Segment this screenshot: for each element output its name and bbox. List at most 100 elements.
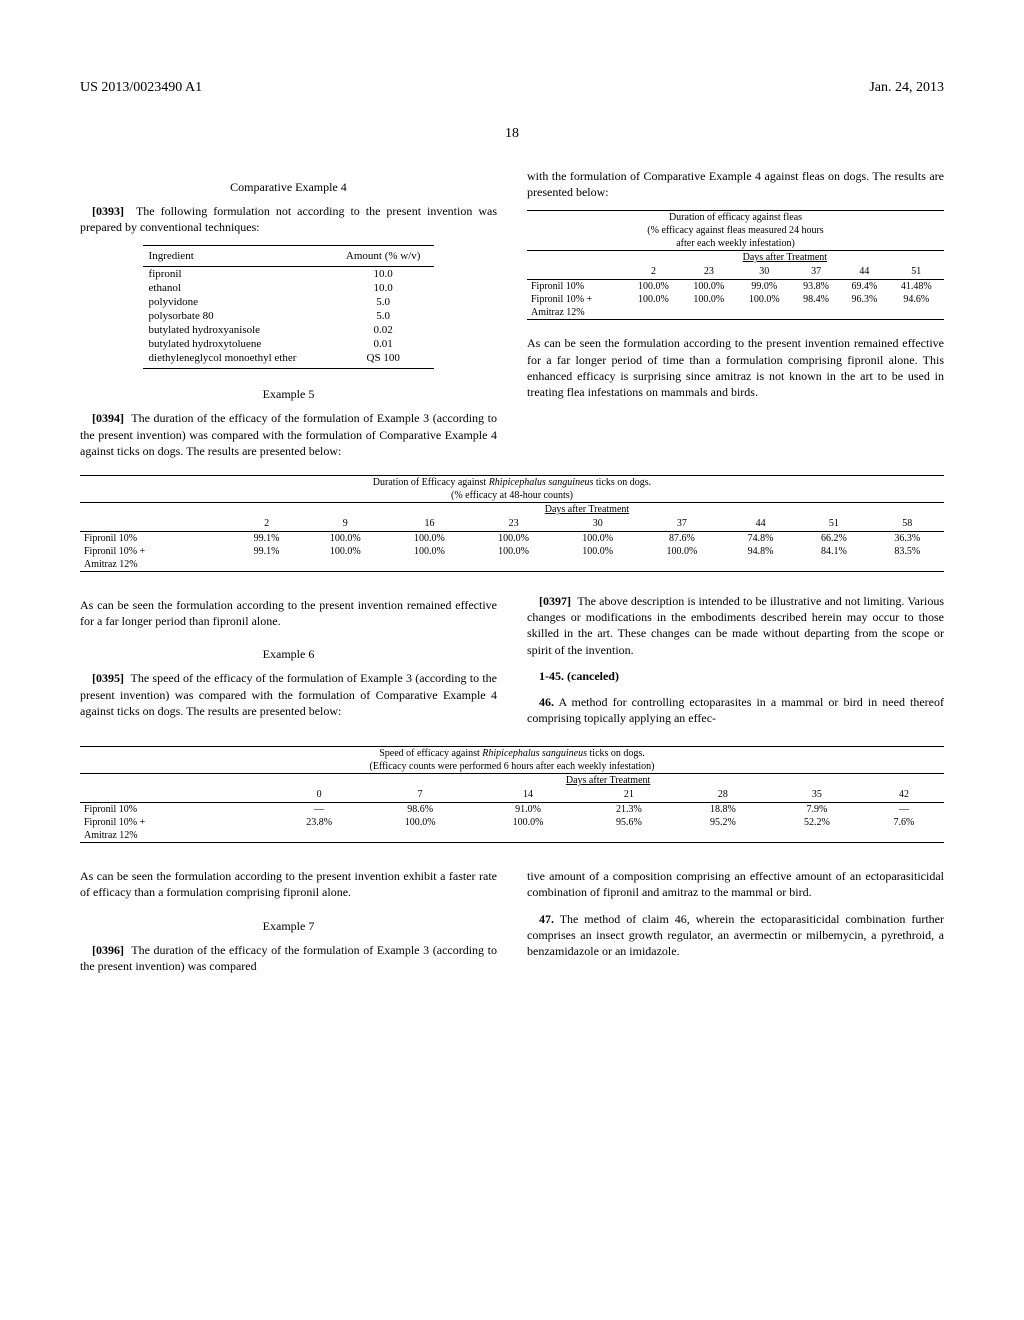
day-col-header: 42 — [864, 787, 944, 803]
days-header: Days after Treatment — [230, 502, 944, 516]
day-col-header: 23 — [681, 264, 736, 280]
para-0394: [0394] The duration of the efficacy of t… — [80, 410, 497, 459]
table7-note: As can be seen the formulation according… — [527, 335, 944, 400]
claims-canceled: 1-45. (canceled) — [527, 668, 944, 684]
para-num: [0394] — [92, 411, 124, 425]
para-num: [0396] — [92, 943, 124, 957]
table-title: Duration of efficacy against fleas — [527, 211, 944, 225]
value-cell: 100.0% — [387, 531, 471, 545]
table-title: Duration of Efficacy against Rhipicephal… — [80, 475, 944, 489]
table-row: ethanol10.0 — [143, 281, 435, 295]
value-cell: 66.2% — [797, 531, 870, 545]
table-row: butylated hydroxyanisole0.02 — [143, 323, 435, 337]
para-0396: [0396] The duration of the efficacy of t… — [80, 942, 497, 974]
ingredient-cell: fipronil — [143, 267, 332, 282]
formulation-table: Ingredient Amount (% w/v) fipronil10.0et… — [143, 245, 435, 369]
table-row: diethyleneglycol monoethyl etherQS 100 — [143, 351, 435, 369]
table7-fleas: Duration of efficacy against fleas (% ef… — [527, 210, 944, 320]
para-text: The duration of the efficacy of the form… — [80, 943, 497, 973]
ex5-heading: Example 5 — [80, 387, 497, 402]
table-row: Fipronil 10%100.0%100.0%99.0%93.8%69.4%4… — [527, 280, 944, 294]
row-label: Amitraz 12% — [527, 306, 626, 320]
amount-cell: 10.0 — [332, 281, 435, 295]
amount-cell: 10.0 — [332, 267, 435, 282]
value-cell: 100.0% — [303, 531, 387, 545]
row-label: Fipronil 10% — [80, 803, 272, 817]
table-subtitle: (Efficacy counts were performed 6 hours … — [80, 760, 944, 774]
row-label: Amitraz 12% — [80, 829, 272, 843]
value-cell: 99.0% — [737, 280, 792, 294]
value-cell: — — [864, 803, 944, 817]
value-cell: 87.6% — [640, 531, 724, 545]
amount-cell: 5.0 — [332, 309, 435, 323]
day-col-header: 23 — [472, 516, 556, 532]
row-label: Fipronil 10% + — [80, 816, 272, 829]
value-cell: 100.0% — [681, 293, 736, 306]
table-row: Fipronil 10%—98.6%91.0%21.3%18.8%7.9%— — [80, 803, 944, 817]
value-cell: — — [272, 803, 366, 817]
ingredient-cell: ethanol — [143, 281, 332, 295]
ingredient-cell: polysorbate 80 — [143, 309, 332, 323]
table-title: Speed of efficacy against Rhipicephalus … — [80, 747, 944, 761]
value-cell: 100.0% — [472, 545, 556, 558]
day-col-header: 51 — [797, 516, 870, 532]
para-num: [0393] — [92, 204, 124, 218]
table-row: Amitraz 12% — [80, 829, 944, 843]
row-label: Fipronil 10% + — [80, 545, 230, 558]
table-row: polysorbate 805.0 — [143, 309, 435, 323]
row-label: Fipronil 10% + — [527, 293, 626, 306]
doc-date: Jan. 24, 2013 — [869, 80, 944, 96]
para-0397: [0397] The above description is intended… — [527, 593, 944, 658]
para-0395: [0395] The speed of the efficacy of the … — [80, 670, 497, 719]
value-cell: 91.0% — [474, 803, 582, 817]
value-cell: 83.5% — [871, 545, 944, 558]
day-col-header: 7 — [366, 787, 474, 803]
row-label: Fipronil 10% — [527, 280, 626, 294]
table6-note: As can be seen the formulation according… — [80, 868, 497, 900]
value-cell: 100.0% — [387, 545, 471, 558]
value-cell: 94.8% — [724, 545, 797, 558]
value-cell: 100.0% — [303, 545, 387, 558]
value-cell: 100.0% — [681, 280, 736, 294]
day-col-header: 37 — [792, 264, 840, 280]
comp-ex4-heading: Comparative Example 4 — [80, 180, 497, 195]
day-col-header: 58 — [871, 516, 944, 532]
claim-47: 47. The method of claim 46, wherein the … — [527, 911, 944, 960]
value-cell: 74.8% — [724, 531, 797, 545]
table5-note: As can be seen the formulation according… — [80, 597, 497, 629]
value-cell: 100.0% — [472, 531, 556, 545]
value-cell: 100.0% — [640, 545, 724, 558]
table-row: fipronil10.0 — [143, 267, 435, 282]
claim-46: 46. A method for controlling ectoparasit… — [527, 694, 944, 726]
para-num: [0395] — [92, 671, 124, 685]
day-col-header: 44 — [724, 516, 797, 532]
table-row: Fipronil 10% +23.8%100.0%100.0%95.6%95.2… — [80, 816, 944, 829]
table-row: Fipronil 10% +100.0%100.0%100.0%98.4%96.… — [527, 293, 944, 306]
value-cell: 100.0% — [737, 293, 792, 306]
ingredient-cell: polyvidone — [143, 295, 332, 309]
value-cell: 99.1% — [230, 545, 303, 558]
table-row: Fipronil 10%99.1%100.0%100.0%100.0%100.0… — [80, 531, 944, 545]
day-col-header: 44 — [840, 264, 888, 280]
para-text: The duration of the efficacy of the form… — [80, 411, 497, 457]
para-text: The following formulation not according … — [80, 204, 497, 234]
claim-46-cont: tive amount of a composition comprising … — [527, 868, 944, 900]
day-col-header: 21 — [582, 787, 676, 803]
days-header: Days after Treatment — [272, 774, 944, 788]
day-col-header: 2 — [626, 264, 681, 280]
table5-ticks-duration: Duration of Efficacy against Rhipicephal… — [80, 475, 944, 572]
day-col-header: 14 — [474, 787, 582, 803]
day-col-header: 30 — [556, 516, 640, 532]
table-row: Fipronil 10% +99.1%100.0%100.0%100.0%100… — [80, 545, 944, 558]
value-cell: 96.3% — [840, 293, 888, 306]
page-header: US 2013/0023490 A1 Jan. 24, 2013 — [80, 80, 944, 96]
value-cell: 100.0% — [556, 531, 640, 545]
table6-ticks-speed: Speed of efficacy against Rhipicephalus … — [80, 746, 944, 843]
para-num: [0397] — [539, 594, 571, 608]
day-col-header: 9 — [303, 516, 387, 532]
day-col-header: 2 — [230, 516, 303, 532]
amount-cell: QS 100 — [332, 351, 435, 369]
value-cell: 95.2% — [676, 816, 770, 829]
table-subtitle: after each weekly infestation) — [527, 237, 944, 251]
value-cell: 93.8% — [792, 280, 840, 294]
